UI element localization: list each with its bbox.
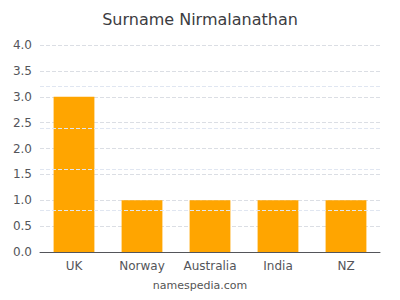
svg-text:NZ: NZ: [337, 259, 354, 273]
svg-text:0.0: 0.0: [13, 245, 32, 259]
svg-text:Norway: Norway: [119, 259, 165, 273]
svg-text:1.0: 1.0: [13, 193, 32, 207]
svg-text:India: India: [263, 259, 292, 273]
svg-text:2.0: 2.0: [13, 142, 32, 156]
svg-text:1.5: 1.5: [13, 167, 32, 181]
svg-text:0.5: 0.5: [13, 219, 32, 233]
svg-text:Australia: Australia: [183, 259, 236, 273]
svg-text:2.5: 2.5: [13, 116, 32, 130]
svg-text:UK: UK: [66, 259, 84, 273]
svg-text:3.5: 3.5: [13, 64, 32, 78]
svg-text:namespedia.com: namespedia.com: [153, 279, 247, 292]
svg-text:3.0: 3.0: [13, 90, 32, 104]
svg-text:Surname Nirmalanathan: Surname Nirmalanathan: [102, 10, 298, 29]
svg-text:4.0: 4.0: [13, 38, 32, 52]
